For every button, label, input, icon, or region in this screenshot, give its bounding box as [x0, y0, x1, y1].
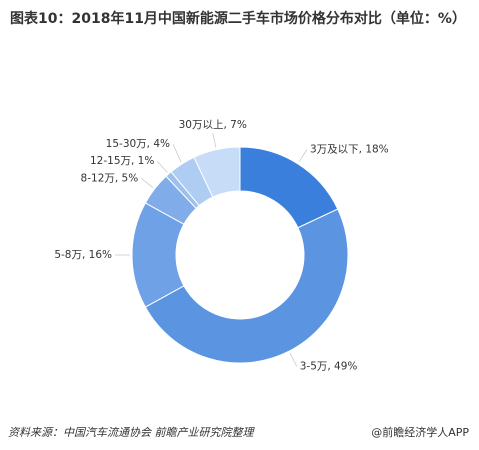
- data-label: 15-30万, 4%: [106, 138, 170, 150]
- leader-line: [298, 149, 308, 163]
- leader-line: [289, 352, 298, 367]
- credit: @前瞻经济学人APP: [371, 426, 469, 439]
- source: 资料来源：中国汽车流通协会 前瞻产业研究院整理: [8, 426, 254, 439]
- data-label: 12-15万, 1%: [90, 155, 154, 167]
- leader-line: [212, 132, 217, 148]
- leader-line: [141, 178, 154, 188]
- leader-line: [172, 144, 182, 163]
- data-label: 3万及以下, 18%: [310, 143, 389, 155]
- leader-line: [157, 161, 168, 173]
- data-label: 3-5万, 49%: [300, 360, 358, 372]
- donut-segment: [144, 208, 349, 364]
- data-label: 8-12万, 5%: [81, 172, 139, 184]
- chart-title: 图表10：2018年11月中国新能源二手车市场价格分布对比（单位：%）: [10, 11, 466, 27]
- data-label: 30万以上, 7%: [179, 119, 247, 131]
- data-label: 5-8万, 16%: [54, 249, 112, 261]
- donut-segment: [193, 146, 241, 198]
